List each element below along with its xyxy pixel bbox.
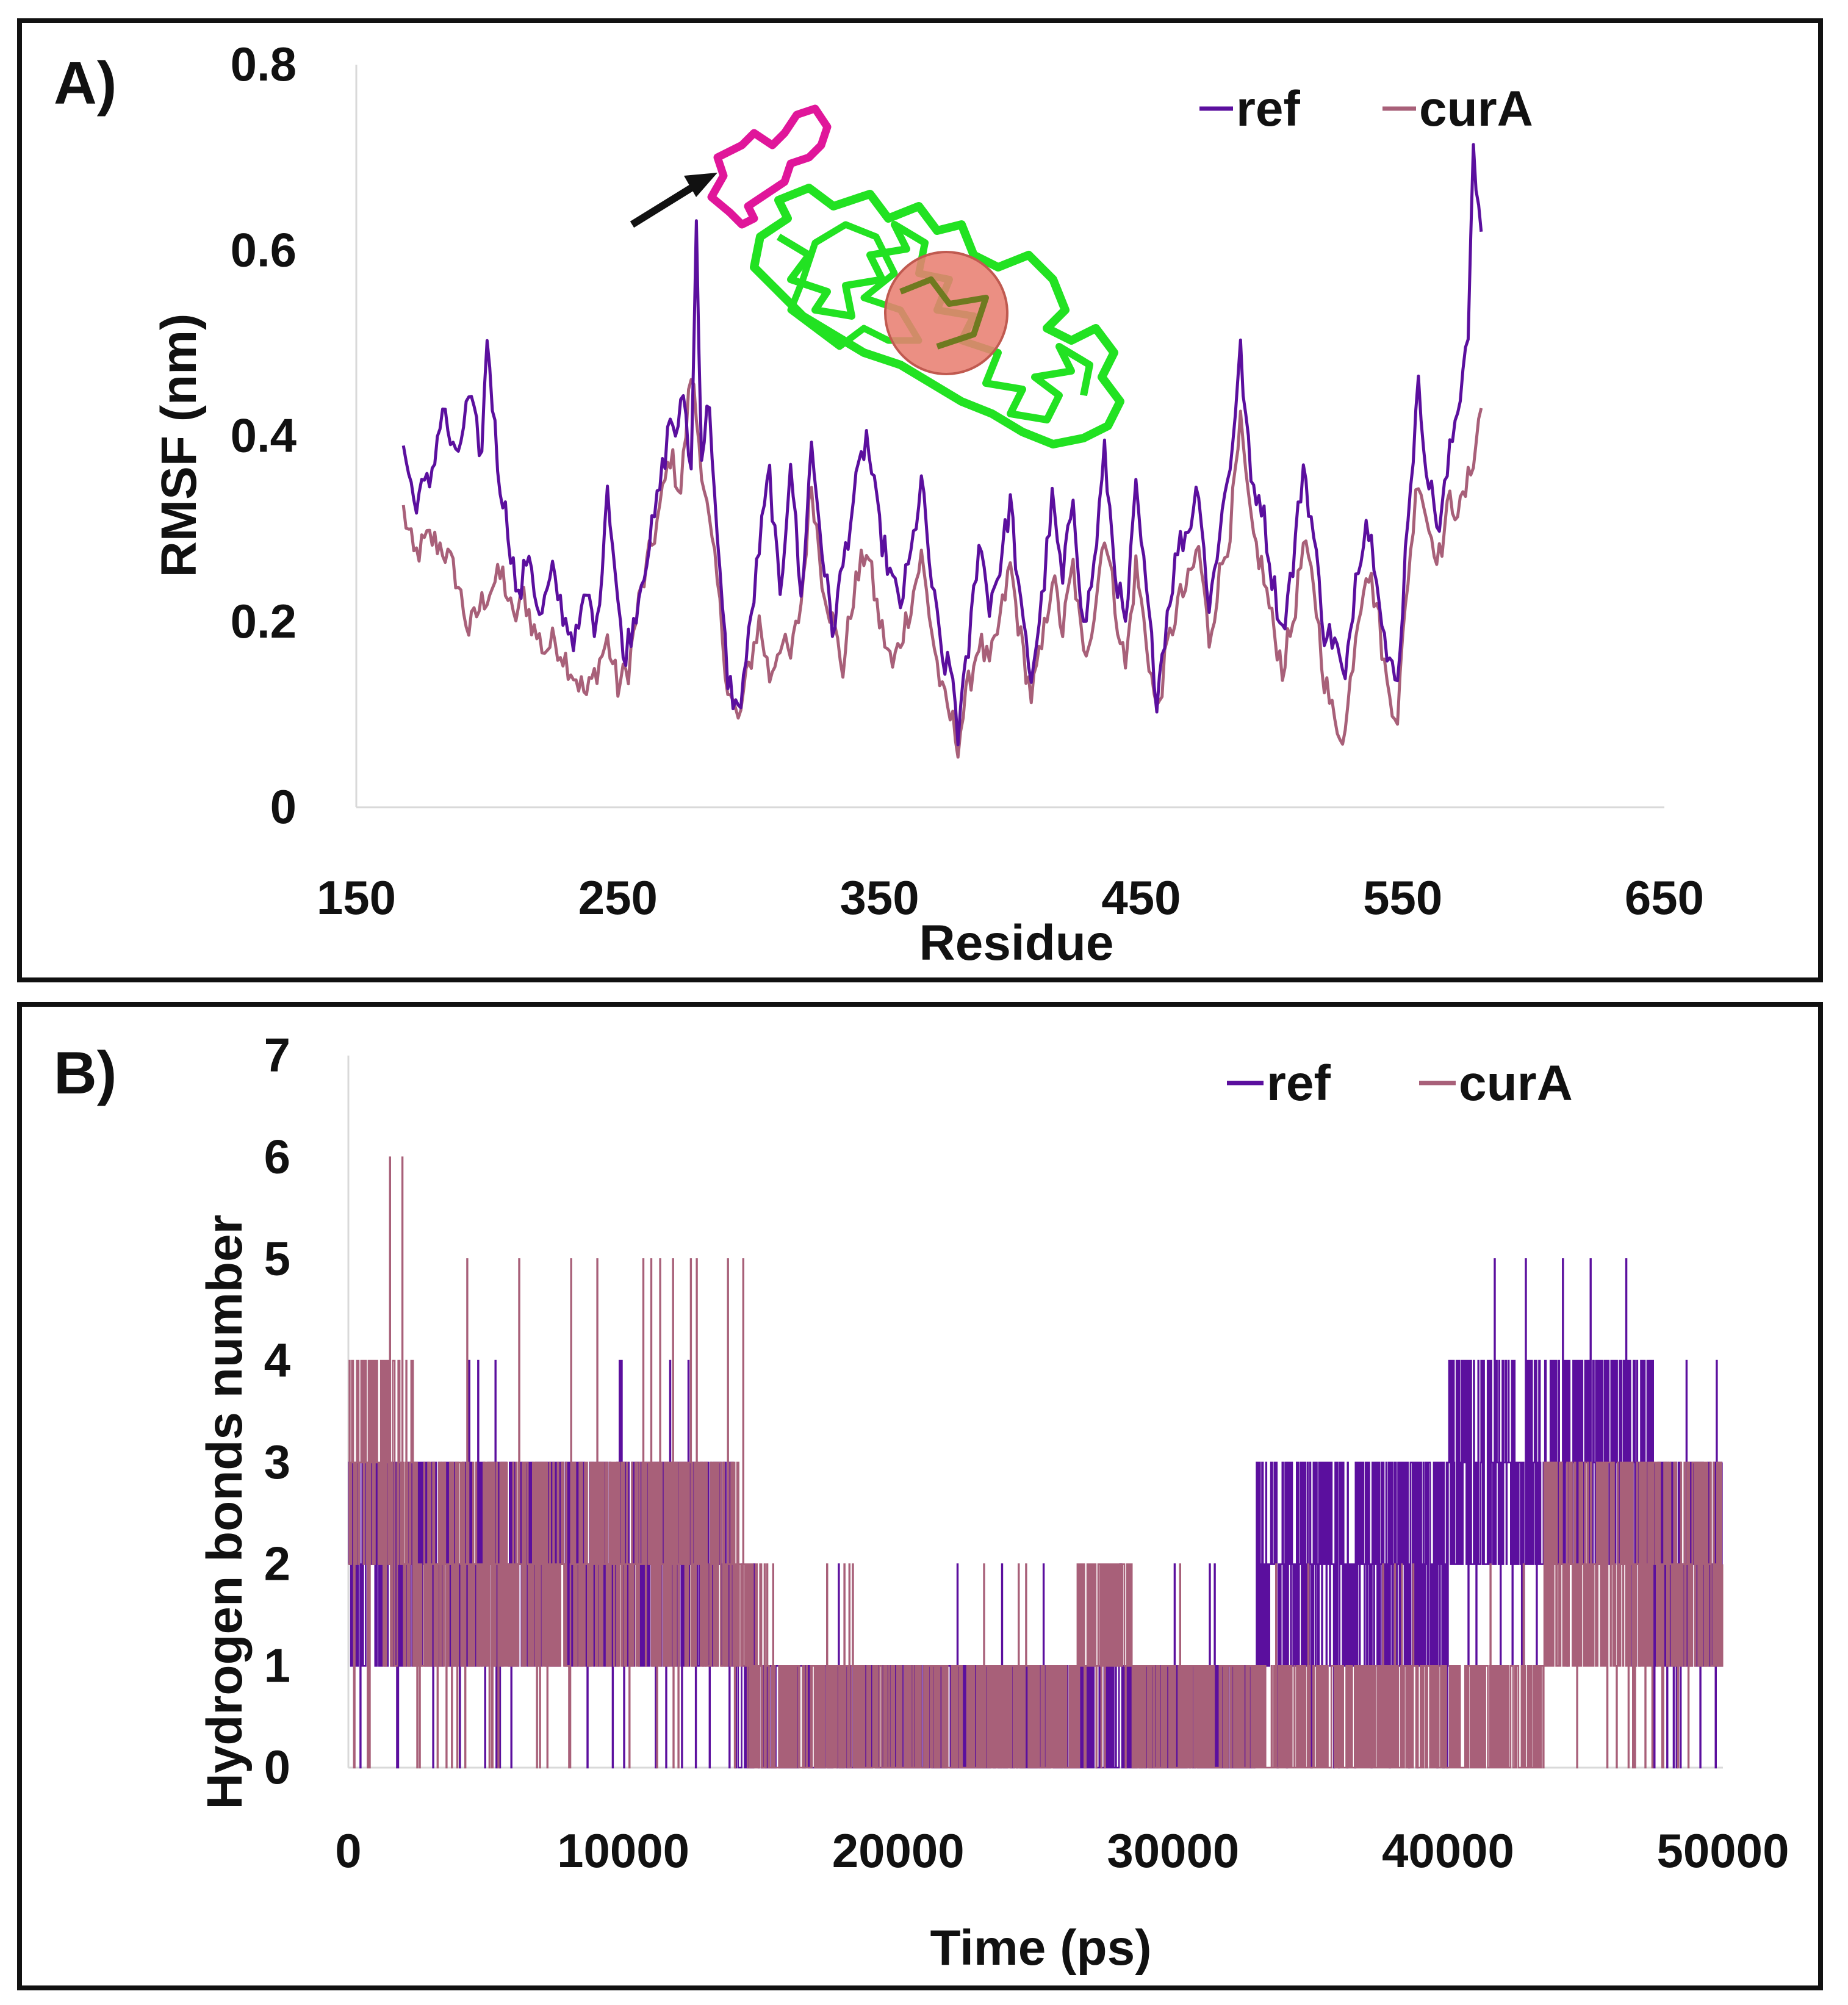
- y-tick-label: 3: [264, 1435, 290, 1489]
- protein-backbone: [750, 184, 1124, 448]
- x-tick-label: 150: [317, 871, 396, 924]
- y-tick-label: 6: [264, 1130, 290, 1184]
- series-line-cura: [401, 378, 1483, 759]
- panel-label-b: B): [54, 1039, 117, 1106]
- y-axis-label: RMSF (nm): [151, 314, 207, 578]
- x-tick-label: 0: [335, 1824, 361, 1877]
- y-tick-label: 0.4: [231, 409, 297, 463]
- x-axis-label: Time (ps): [930, 1920, 1152, 1976]
- x-tick-label: 250: [578, 871, 658, 924]
- panel-b-hbond-chart: B) 0 1 2 3 4 5 6 7 0 10000 20000 30000 40000 50000 T…: [17, 1002, 1823, 1990]
- x-tick-label: 550: [1363, 871, 1442, 924]
- x-tick-label: 30000: [1107, 1824, 1239, 1877]
- legend-ref-label: ref: [1267, 1056, 1331, 1111]
- panel-label-a: A): [54, 49, 117, 117]
- arrow-line: [630, 179, 702, 228]
- y-tick-label: 2: [264, 1537, 290, 1591]
- y-tick-label: 7: [264, 1028, 290, 1082]
- rmsf-chart-svg: A) 0 0.2 0.4 0.6 0.8 150 250 350 450 550 650 Resi…: [54, 37, 1704, 971]
- x-tick-label: 20000: [832, 1824, 965, 1877]
- legend-b: ref curA: [1227, 1056, 1573, 1111]
- x-tick-label: 40000: [1382, 1824, 1514, 1877]
- protein-through-ligand: [899, 276, 989, 350]
- y-tick-label: 0: [270, 780, 297, 833]
- y-tick-label: 0.8: [231, 37, 297, 91]
- legend-ref-label: ref: [1236, 81, 1301, 137]
- legend-a: ref curA: [1199, 81, 1533, 137]
- y-axis-label: Hydrogen bonds number: [197, 1215, 253, 1810]
- x-tick-label: 650: [1625, 871, 1704, 924]
- x-tick-label: 10000: [557, 1824, 689, 1877]
- legend-cura-label: curA: [1459, 1056, 1573, 1111]
- legend-cura-label: curA: [1419, 81, 1533, 137]
- arrow-head-icon: [684, 173, 717, 197]
- y-tick-label: 0.6: [231, 223, 297, 276]
- hbond-chart-svg: B) 0 1 2 3 4 5 6 7 0 10000 20000 30000 40000 50000 T…: [54, 1028, 1789, 1976]
- y-tick-label: 0: [264, 1740, 290, 1794]
- x-axis-label: Residue: [919, 915, 1114, 971]
- flexible-loop-highlight: [707, 104, 832, 229]
- y-tick-label: 0.2: [231, 594, 297, 648]
- x-tick-label: 50000: [1657, 1824, 1789, 1877]
- x-tick-label: 350: [840, 871, 919, 924]
- ligand-sphere: [884, 251, 1008, 375]
- y-tick-label: 4: [264, 1333, 290, 1387]
- series-line-cura: [348, 1156, 1724, 1769]
- x-tick-label: 450: [1101, 871, 1181, 924]
- y-tick-label: 1: [264, 1638, 290, 1692]
- panel-a-rmsf-chart: A) 0 0.2 0.4 0.6 0.8 150 250 350 450 550 650 Resi…: [17, 18, 1823, 982]
- protein-structure-with-ligand-icon: [630, 104, 1124, 448]
- series-line-ref: [401, 143, 1483, 747]
- y-tick-label: 5: [264, 1231, 290, 1285]
